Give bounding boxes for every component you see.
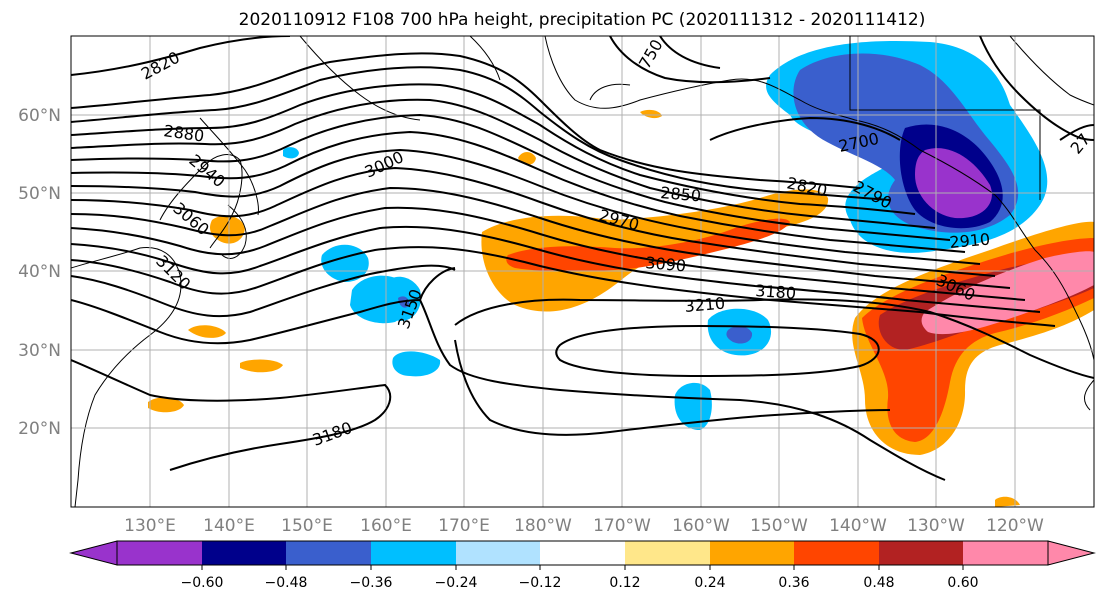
colorbar-tick-label: 0.24 xyxy=(694,575,725,591)
colorbar-bin xyxy=(202,541,286,565)
colorbar-tick-label: 0.36 xyxy=(778,575,809,591)
colorbar-tick-label: 0.60 xyxy=(947,575,978,591)
lat-label: 20°N xyxy=(18,419,61,439)
colorbar-ticks xyxy=(201,565,964,570)
lon-label: 150°E xyxy=(281,516,333,536)
lat-label: 60°N xyxy=(18,106,61,126)
lon-label: 150°W xyxy=(750,516,808,536)
colorbar-bin xyxy=(710,541,794,565)
contour-label: 3090 xyxy=(645,253,687,275)
gridlines xyxy=(71,36,1094,507)
map-panel: 2820 2880 2940 3000 3060 3120 3150 3180 … xyxy=(71,36,1094,507)
pos-region-small-6 xyxy=(640,109,662,119)
lon-label: 170°W xyxy=(593,516,651,536)
pos-region-small-3 xyxy=(148,397,184,413)
lat-label: 50°N xyxy=(18,184,61,204)
pos-region-small-5 xyxy=(995,496,1020,507)
colorbar-bin xyxy=(456,541,540,565)
pos-region-npac-band-inner xyxy=(506,218,790,272)
colorbar-tick-label: 0.48 xyxy=(863,575,894,591)
lon-label: 170°E xyxy=(438,516,490,536)
colorbar-tick-label: −0.60 xyxy=(181,575,224,591)
height-contours xyxy=(71,36,1094,481)
lon-label: 140°W xyxy=(829,516,887,536)
lat-label: 40°N xyxy=(18,262,61,282)
colorbar-bin xyxy=(879,541,963,565)
contour-label: 3210 xyxy=(684,294,726,316)
lon-label: 130°W xyxy=(907,516,965,536)
lat-label: 30°N xyxy=(18,341,61,361)
colorbar-bin xyxy=(371,541,456,565)
lon-label: 160°W xyxy=(672,516,730,536)
lon-label: 130°E xyxy=(124,516,176,536)
colorbar-tick-label: 0.12 xyxy=(609,575,640,591)
contour-label: 2910 xyxy=(949,230,991,252)
colorbar-extend-max xyxy=(1047,540,1096,566)
colorbar-tick-label: −0.24 xyxy=(435,575,478,591)
colorbar-bin xyxy=(963,541,1048,565)
colorbar-bin xyxy=(117,541,202,565)
contour-label: 2850 xyxy=(660,183,702,205)
pos-region-small-2 xyxy=(240,359,283,373)
neg-region-small-1 xyxy=(283,147,299,159)
colorbar: −0.60 −0.48 −0.36 −0.24 −0.12 0.12 0.24 … xyxy=(69,540,1096,591)
lon-label: 160°E xyxy=(360,516,412,536)
pos-region-uswest-core xyxy=(921,251,1094,335)
neg-region-alaska-core xyxy=(915,148,992,219)
map-frame xyxy=(70,35,1095,508)
neg-region-wpac-4 xyxy=(392,351,441,377)
coastlines xyxy=(71,36,1094,507)
colorbar-tick-label: −0.12 xyxy=(519,575,562,591)
neg-region-central-1-core xyxy=(726,326,753,344)
map-title: 2020110912 F108 700 hPa height, precipit… xyxy=(239,10,926,30)
colorbar-bin xyxy=(286,541,371,565)
colorbar-tick-label: −0.36 xyxy=(350,575,393,591)
lon-label: 140°E xyxy=(203,516,255,536)
lon-label: 180°W xyxy=(514,516,572,536)
lon-labels: 130°E 140°E 150°E 160°E 170°E 180°W 170°… xyxy=(124,516,1044,536)
contour-label: 3180 xyxy=(755,281,797,303)
colorbar-bin xyxy=(540,541,625,565)
neg-region-central-2 xyxy=(674,382,712,430)
pos-region-small-1 xyxy=(188,325,226,338)
colorbar-bin xyxy=(794,541,879,565)
colorbar-frame xyxy=(116,540,1049,566)
colorbar-tick-label: −0.48 xyxy=(265,575,308,591)
precip-shading xyxy=(148,40,1094,507)
lat-labels: 60°N 50°N 40°N 30°N 20°N xyxy=(18,106,61,439)
colorbar-extend-min xyxy=(69,540,118,566)
lon-label: 120°W xyxy=(986,516,1044,536)
colorbar-bin xyxy=(625,541,710,565)
